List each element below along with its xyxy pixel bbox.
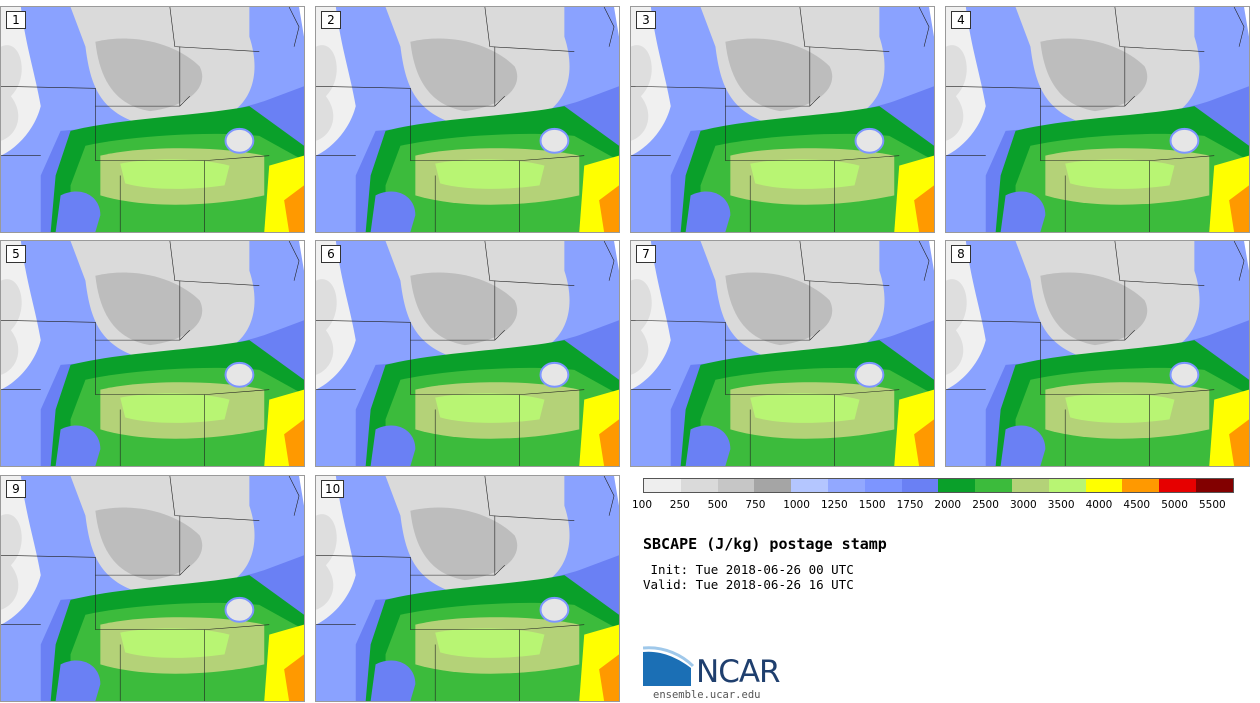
legend-swatch <box>1159 479 1196 492</box>
init-time: Init: Tue 2018-06-26 00 UTC <box>643 562 854 577</box>
panel-number: 1 <box>6 11 26 29</box>
legend-swatch <box>680 479 718 492</box>
ncar-logo-icon <box>643 646 695 686</box>
legend-swatch <box>975 479 1012 492</box>
sbcape-map <box>631 241 934 466</box>
sbcape-map <box>631 7 934 232</box>
legend-swatch <box>717 479 755 492</box>
legend-swatch <box>1011 479 1049 492</box>
legend-label: 2000 <box>934 499 962 511</box>
ensemble-url: ensemble.ucar.edu <box>653 689 761 701</box>
legend-swatch <box>864 479 902 492</box>
legend-swatch <box>1195 479 1233 492</box>
map-panel-10: 10 <box>315 475 620 702</box>
legend-swatch <box>827 479 865 492</box>
map-panel-5: 5 <box>0 240 305 467</box>
legend-swatch <box>754 479 792 492</box>
legend-label: 1250 <box>821 499 848 511</box>
panel-number: 8 <box>951 245 971 263</box>
legend-label: 100 <box>632 499 653 511</box>
legend-label: 500 <box>707 499 728 511</box>
map-panel-4: 4 <box>945 6 1250 233</box>
sbcape-map <box>316 241 619 466</box>
panel-number: 5 <box>6 245 26 263</box>
sbcape-map <box>946 7 1249 232</box>
panel-number: 9 <box>6 480 26 498</box>
legend-label: 1750 <box>896 499 924 511</box>
chart-title: SBCAPE (J/kg) postage stamp <box>643 535 887 553</box>
panel-number: 4 <box>951 11 971 29</box>
legend-swatch <box>1048 479 1086 492</box>
panel-number: 10 <box>321 480 345 498</box>
panel-number: 2 <box>321 11 341 29</box>
sbcape-map <box>1 7 304 232</box>
legend-label: 1500 <box>858 499 886 511</box>
legend-label: 4000 <box>1085 499 1113 511</box>
map-panel-1: 1 <box>0 6 305 233</box>
legend-label: 5000 <box>1161 499 1188 511</box>
legend-label: 2500 <box>972 499 999 511</box>
panel-number: 7 <box>636 245 656 263</box>
legend-label: 3500 <box>1047 499 1075 511</box>
valid-time: Valid: Tue 2018-06-26 16 UTC <box>643 577 854 592</box>
map-panel-7: 7 <box>630 240 935 467</box>
map-panel-9: 9 <box>0 475 305 702</box>
legend-label: 5500 <box>1199 499 1226 511</box>
legend-swatch <box>901 479 939 492</box>
color-legend <box>643 478 1234 493</box>
map-panel-3: 3 <box>630 6 935 233</box>
legend-swatch <box>1085 479 1123 492</box>
legend-label: 250 <box>669 499 690 511</box>
legend-swatch <box>791 479 828 492</box>
legend-label: 4500 <box>1123 499 1151 511</box>
legend-label: 750 <box>745 499 766 511</box>
legend-swatch <box>644 479 681 492</box>
legend-labels: 100 250 500 750 1000 1250 1500 1750 2000 2500 3000… <box>632 499 1252 513</box>
map-panel-2: 2 <box>315 6 620 233</box>
sbcape-map <box>316 476 619 701</box>
legend-swatch <box>1122 479 1160 492</box>
sbcape-map <box>1 241 304 466</box>
map-panel-6: 6 <box>315 240 620 467</box>
map-panel-8: 8 <box>945 240 1250 467</box>
sbcape-map <box>946 241 1249 466</box>
logo-name: NCAR <box>696 654 781 690</box>
sbcape-map <box>1 476 304 701</box>
sbcape-map <box>316 7 619 232</box>
legend-label: 1000 <box>783 499 810 511</box>
legend-swatch <box>938 479 976 492</box>
panel-number: 3 <box>636 11 656 29</box>
panel-number: 6 <box>321 245 341 263</box>
legend-label: 3000 <box>1010 499 1037 511</box>
